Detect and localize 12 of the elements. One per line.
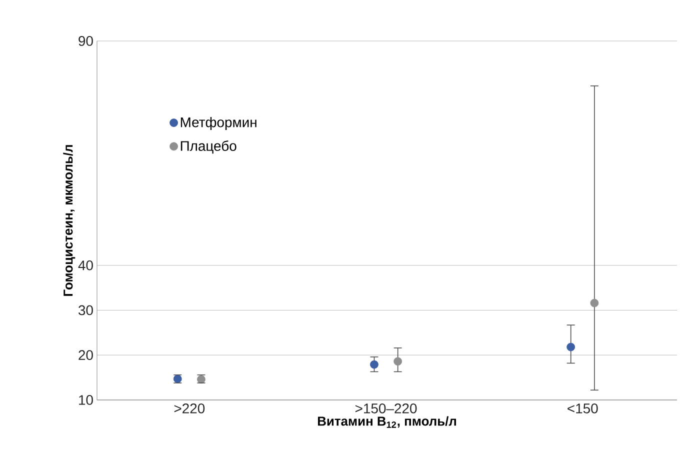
x-tick-label: >220 bbox=[174, 403, 205, 414]
y-axis-title: Гомоцистеин, мкмоль/л bbox=[63, 145, 76, 296]
x-tick-label: >150–220 bbox=[355, 403, 417, 414]
y-tick-label: 90 bbox=[78, 36, 93, 46]
x-tick-label: <150 bbox=[568, 403, 598, 414]
y-tick-label: 30 bbox=[78, 305, 93, 316]
y-tick-label: 20 bbox=[78, 350, 93, 360]
legend-label: Метформин bbox=[180, 116, 256, 130]
y-tick-label: 40 bbox=[78, 260, 93, 270]
y-tick-label: 10 bbox=[79, 395, 93, 405]
legend-label: Плацебо bbox=[180, 140, 236, 154]
x-axis-title: Витамин B$_{12}$, пмоль/л bbox=[318, 416, 456, 428]
